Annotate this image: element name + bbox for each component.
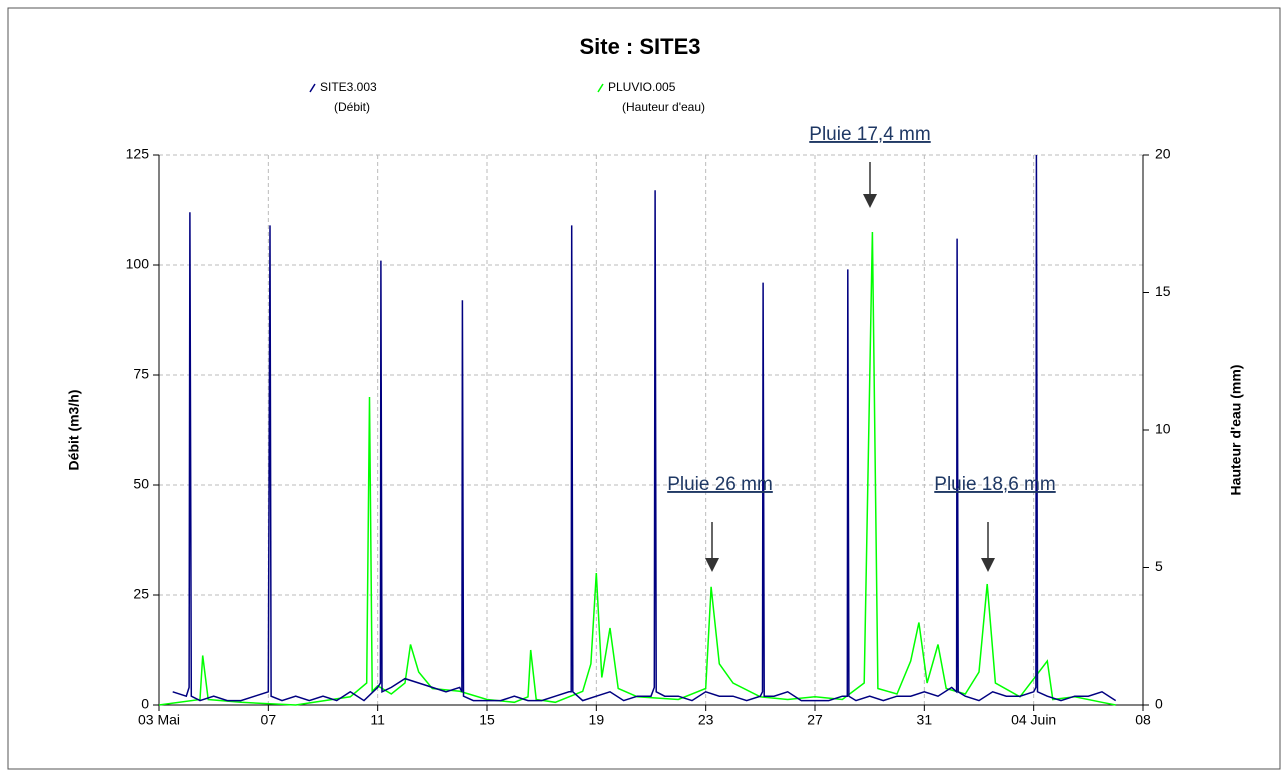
- legend-sublabel: (Débit): [334, 100, 370, 114]
- annotation: Pluie 18,6 mm: [934, 474, 1055, 495]
- y2-tick-label: 0: [1155, 696, 1163, 712]
- x-tick-label: 08: [1135, 712, 1151, 728]
- y-tick-label: 0: [141, 696, 149, 712]
- y2-tick-label: 10: [1155, 421, 1171, 437]
- x-tick-label: 23: [698, 712, 714, 728]
- legend-swatch: [597, 83, 604, 93]
- legend-swatch: [309, 83, 316, 93]
- chart-title: Site : SITE3: [579, 34, 700, 59]
- legend-sublabel: (Hauteur d'eau): [622, 100, 705, 114]
- y-tick-label: 125: [126, 146, 150, 162]
- y-tick-label: 25: [133, 586, 149, 602]
- y2-tick-label: 5: [1155, 558, 1163, 574]
- annotation-arrowhead: [863, 194, 877, 208]
- x-tick-label: 03 Mai: [138, 712, 180, 728]
- series-line: [172, 154, 1117, 702]
- annotation-arrowhead: [705, 558, 719, 572]
- y-tick-label: 100: [126, 256, 150, 272]
- x-tick-label: 11: [370, 712, 385, 728]
- y-tick-label: 75: [133, 366, 149, 382]
- y2-tick-label: 15: [1155, 283, 1171, 299]
- y-axis-label: Débit (m3/h): [66, 390, 82, 471]
- x-tick-label: 31: [917, 712, 933, 728]
- y-tick-label: 50: [133, 476, 149, 492]
- frame: [7, 7, 1281, 770]
- y2-axis-label: Hauteur d'eau (mm): [1228, 365, 1244, 496]
- legend-label: SITE3.003: [320, 80, 377, 94]
- legend-label: PLUVIO.005: [608, 80, 676, 94]
- annotation: Pluie 26 mm: [667, 474, 773, 495]
- annotation-arrowhead: [981, 558, 995, 572]
- x-tick-label: 07: [261, 712, 277, 728]
- x-tick-label: 04 Juin: [1011, 712, 1056, 728]
- y2-tick-label: 20: [1155, 146, 1171, 162]
- x-tick-label: 27: [807, 712, 823, 728]
- x-tick-label: 15: [479, 712, 495, 728]
- annotation: Pluie 17,4 mm: [809, 124, 930, 145]
- x-tick-label: 19: [589, 712, 605, 728]
